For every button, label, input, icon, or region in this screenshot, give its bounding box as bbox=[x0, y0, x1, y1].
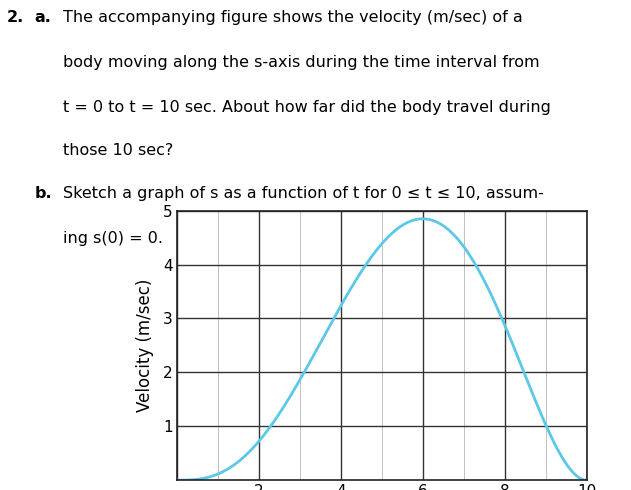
Text: a.: a. bbox=[35, 10, 52, 25]
Y-axis label: Velocity (m/sec): Velocity (m/sec) bbox=[136, 279, 155, 412]
Text: body moving along the s-axis during the time interval from: body moving along the s-axis during the … bbox=[63, 55, 540, 70]
Text: t = 0 to t = 10 sec. About how far did the body travel during: t = 0 to t = 10 sec. About how far did t… bbox=[63, 100, 551, 115]
Text: The accompanying figure shows the velocity (m/sec) of a: The accompanying figure shows the veloci… bbox=[63, 10, 523, 25]
Text: those 10 sec?: those 10 sec? bbox=[63, 143, 174, 158]
Text: b.: b. bbox=[35, 186, 52, 201]
Text: Sketch a graph of s as a function of t for 0 ≤ t ≤ 10, assum-: Sketch a graph of s as a function of t f… bbox=[63, 186, 544, 201]
Text: ing s(0) = 0.: ing s(0) = 0. bbox=[63, 231, 163, 246]
Text: 2.: 2. bbox=[6, 10, 23, 25]
